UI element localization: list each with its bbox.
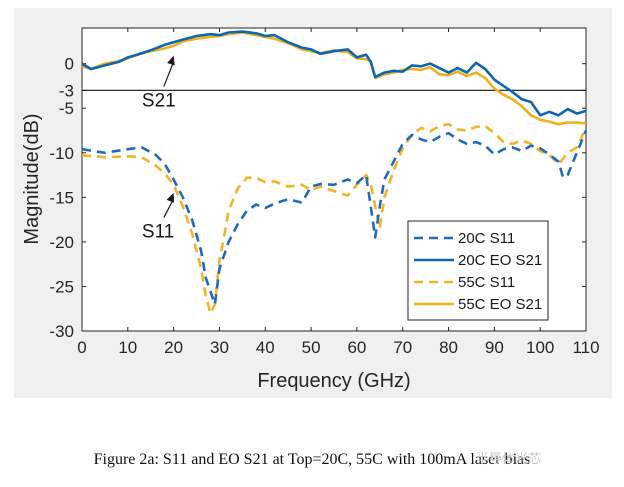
legend-entry-label: 55C EO S21 (458, 296, 542, 313)
chart-svg: 0 10 20 30 40 50 60 70 80 90 100 110 0 -3-5 -10 -15 -20 -… (21, 27, 600, 392)
x-tick-label: 0 (77, 338, 86, 357)
y-tick-label: -10 (49, 144, 74, 163)
annotation-arrowhead (166, 192, 175, 203)
legend-entry-label: 20C S11 (458, 230, 515, 247)
annotation-label: S21 (142, 90, 176, 111)
watermark-text: 半导体光芯 (476, 452, 542, 467)
legend-entry-label: 55C S11 (458, 274, 515, 291)
x-axis-label: Frequency (GHz) (257, 370, 410, 392)
series-line-20c-eo-s21 (81, 30, 587, 117)
series-line-20c-s11 (81, 130, 588, 306)
x-tick-label: 80 (439, 338, 458, 357)
y-axis-label: Magnitude(dB) (21, 113, 43, 244)
series-line-55c-s11 (81, 122, 588, 315)
annotation-arrow (163, 61, 175, 87)
legend-entry-label: 20C EO S21 (458, 252, 542, 269)
series-line-55c-eo-s21 (81, 31, 587, 126)
x-tick-label: 20 (164, 338, 183, 357)
y-tick-label: -3 (59, 81, 74, 100)
figure-caption: Figure 2a: S11 and EO S21 at Top=20C, 55… (93, 451, 531, 468)
x-tick-label: 50 (302, 338, 321, 357)
x-tick-label: 30 (210, 338, 229, 357)
annotation-label: S11 (142, 221, 174, 242)
x-tick-label: 60 (347, 338, 366, 357)
x-tick-label: 40 (256, 338, 275, 357)
x-tick-label: 100 (526, 338, 554, 357)
x-tick-label: 90 (485, 338, 504, 357)
annotation-arrowhead (167, 55, 175, 66)
x-tick-label: 10 (118, 338, 137, 357)
y-tick-label: -30 (49, 322, 74, 341)
y-tick-label: -25 (49, 277, 74, 296)
annotation-arrow (163, 198, 175, 218)
y-tick-label: -5 (59, 99, 74, 118)
x-tick-label: 70 (393, 338, 412, 357)
x-tick-label: 110 (572, 338, 599, 357)
y-tick-label: -15 (49, 188, 74, 207)
chart-figure: 0 10 20 30 40 50 60 70 80 90 100 110 0 -3 -5 -10 -15 -20 -… (14, 8, 612, 398)
y-tick-label: -20 (49, 233, 74, 252)
y-tick-label: 0 (65, 55, 74, 74)
